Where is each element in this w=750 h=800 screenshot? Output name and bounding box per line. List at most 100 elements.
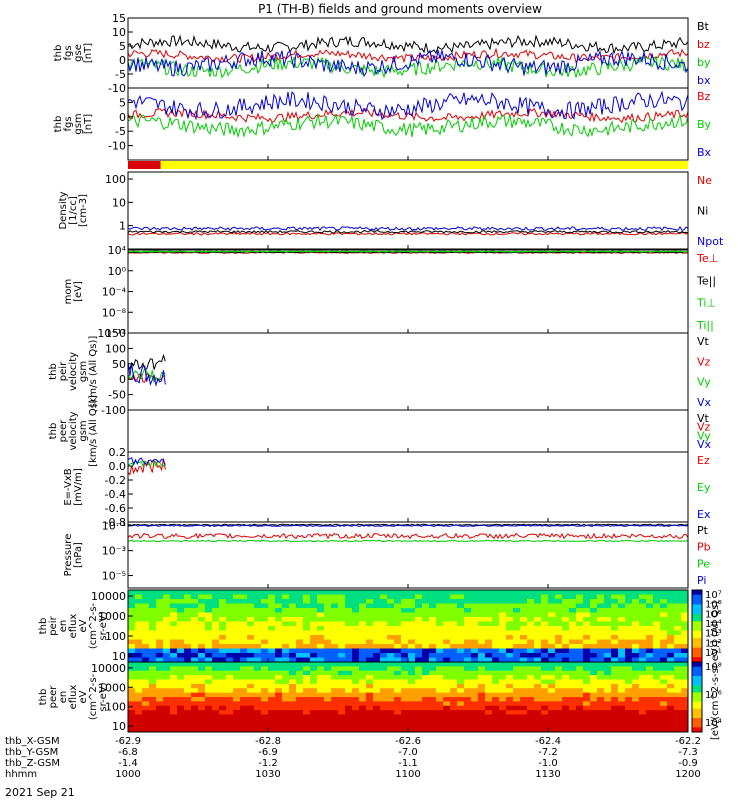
spectrogram-cell — [429, 594, 437, 600]
spectrogram-cell — [261, 718, 269, 724]
spectrogram-cell — [247, 594, 255, 600]
spectrogram-cell — [219, 688, 227, 694]
spectrogram-cell — [275, 599, 283, 604]
spectrogram-cell — [345, 653, 353, 658]
spectrogram-cell — [520, 594, 528, 600]
y-tick-label: 10⁻³ — [102, 545, 126, 558]
spectrogram-cell — [233, 639, 241, 645]
spectrogram-cell — [583, 594, 591, 600]
spectrogram-cell — [373, 683, 381, 689]
spectrogram-cell — [618, 630, 626, 636]
spectrogram-cell — [387, 701, 395, 707]
colorbar-tick-label: 10¹ — [705, 648, 722, 659]
spectrogram-cell — [226, 718, 234, 724]
spectrogram-cell — [681, 653, 689, 658]
spectrogram-cell — [457, 635, 465, 640]
spectrogram-cell — [310, 662, 318, 667]
spectrogram-cell — [275, 608, 283, 613]
spectrogram-cell — [548, 705, 556, 711]
spectrogram-cell — [282, 697, 290, 702]
spectrogram-cell — [156, 621, 164, 627]
spectrogram-cell — [478, 727, 486, 733]
spectrogram-cell — [562, 666, 570, 672]
spectrogram-cell — [149, 670, 157, 676]
spectrogram-cell — [226, 635, 234, 640]
spectrogram-cell — [576, 617, 584, 622]
spectrogram-cell — [226, 675, 234, 680]
y-tick-label: 100 — [105, 630, 126, 643]
spectrogram-cell — [436, 718, 444, 724]
spectrogram-cell — [632, 675, 640, 680]
spectrogram-cell — [233, 599, 241, 604]
spectrogram-cell — [149, 683, 157, 689]
spectrogram-cell — [436, 701, 444, 707]
spectrogram-cell — [555, 670, 563, 676]
spectrogram-cell — [408, 653, 416, 658]
spectrogram-cell — [359, 701, 367, 707]
spectrogram-cell — [226, 662, 234, 667]
spectrogram-cell — [443, 675, 451, 680]
spectrogram-cell — [198, 697, 206, 702]
spectrogram-cell — [625, 701, 633, 707]
spectrogram-cell — [177, 639, 185, 645]
spectrogram-cell — [177, 670, 185, 676]
spectrogram-cell — [135, 718, 143, 724]
spectrogram-cell — [541, 718, 549, 724]
spectrogram-cell — [660, 697, 668, 702]
spectrogram-cell — [331, 666, 339, 672]
spectrogram-cell — [639, 710, 647, 715]
spectrogram-cell — [555, 697, 563, 702]
spectrogram-cell — [499, 644, 507, 649]
spectrogram-cell — [212, 590, 220, 595]
spectrogram-cell — [499, 599, 507, 604]
spectrogram-cell — [583, 718, 591, 724]
spectrogram-cell — [212, 653, 220, 658]
spectrogram-cell — [233, 617, 241, 622]
spectrogram-cell — [366, 718, 374, 724]
spectrogram-cell — [667, 710, 675, 715]
spectrogram-cell — [485, 683, 493, 689]
spectrogram-cell — [184, 590, 192, 595]
spectrogram-cell — [149, 662, 157, 667]
spectrogram-cell — [597, 621, 605, 627]
spectrogram-cell — [632, 612, 640, 618]
figure-title: P1 (TH-B) fields and ground moments over… — [258, 2, 542, 16]
spectrogram-cell — [520, 727, 528, 733]
spectrogram-cell — [212, 710, 220, 715]
spectrogram-cell — [352, 697, 360, 702]
spectrogram-cell — [562, 603, 570, 609]
spectrogram-cell — [219, 621, 227, 627]
spectrogram-cell — [135, 714, 143, 720]
colorbar-step — [692, 633, 702, 637]
spectrogram-cell — [282, 670, 290, 676]
spectrogram-cell — [261, 666, 269, 672]
spectrogram-cell — [205, 653, 213, 658]
spectrogram-cell — [653, 635, 661, 640]
spectrogram-cell — [422, 710, 430, 715]
spectrogram-cell — [240, 670, 248, 676]
spectrogram-cell — [653, 594, 661, 600]
spectrogram-cell — [387, 705, 395, 711]
spectrogram-cell — [135, 662, 143, 667]
spectrogram-cell — [240, 621, 248, 627]
spectrogram-cell — [464, 697, 472, 702]
spectrogram-cell — [289, 710, 297, 715]
spectrogram-cell — [618, 675, 626, 680]
spectrogram-cell — [310, 644, 318, 649]
spectrogram-cell — [401, 617, 409, 622]
spectrogram-cell — [191, 599, 199, 604]
spectrogram-cell — [380, 688, 388, 694]
spectrogram-cell — [548, 639, 556, 645]
spectrogram-cell — [394, 635, 402, 640]
spectrogram-cell — [534, 727, 542, 733]
mode-bar-segment — [160, 161, 688, 169]
spectrogram-cell — [499, 608, 507, 613]
spectrogram-cell — [163, 603, 171, 609]
spectrogram-cell — [527, 723, 535, 729]
spectrogram-cell — [142, 630, 150, 636]
spectrogram-cell — [604, 683, 612, 689]
spectrogram-cell — [359, 723, 367, 729]
spectrogram-cell — [674, 670, 682, 676]
spectrogram-cell — [359, 727, 367, 733]
spectrogram-cell — [275, 705, 283, 711]
